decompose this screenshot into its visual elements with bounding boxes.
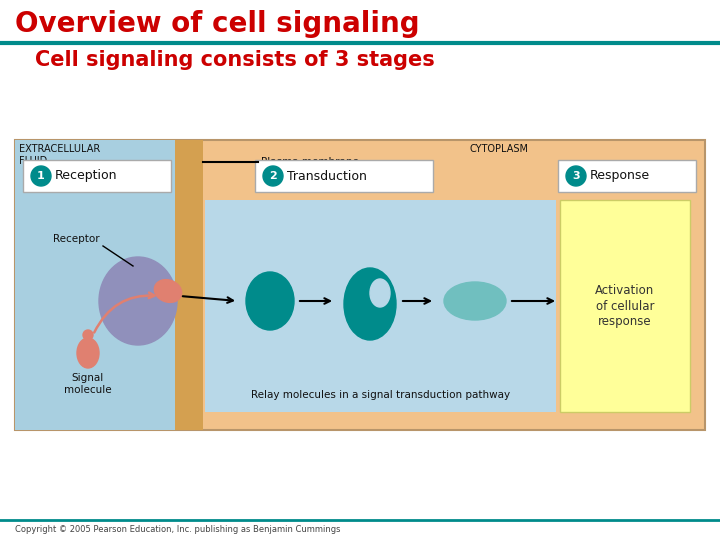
Text: EXTRACELLULAR
FLUID: EXTRACELLULAR FLUID [19, 144, 100, 166]
FancyBboxPatch shape [15, 140, 183, 430]
Text: Signal
molecule: Signal molecule [64, 373, 112, 395]
Ellipse shape [370, 279, 390, 307]
Text: Response: Response [590, 170, 650, 183]
Ellipse shape [444, 282, 506, 320]
Ellipse shape [344, 268, 396, 340]
Ellipse shape [83, 330, 93, 340]
Text: Relay molecules in a signal transduction pathway: Relay molecules in a signal transduction… [251, 390, 510, 400]
Text: Plasma membrane: Plasma membrane [261, 157, 359, 167]
Text: Reception: Reception [55, 170, 117, 183]
Circle shape [566, 166, 586, 186]
FancyBboxPatch shape [175, 140, 203, 430]
Text: 1: 1 [37, 171, 45, 181]
Circle shape [263, 166, 283, 186]
Text: Overview of cell signaling: Overview of cell signaling [15, 10, 420, 38]
FancyBboxPatch shape [205, 200, 556, 412]
Circle shape [31, 166, 51, 186]
Text: Copyright © 2005 Pearson Education, Inc. publishing as Benjamin Cummings: Copyright © 2005 Pearson Education, Inc.… [15, 525, 341, 534]
Text: Receptor: Receptor [53, 234, 100, 244]
Ellipse shape [154, 280, 181, 302]
FancyBboxPatch shape [560, 200, 690, 412]
FancyBboxPatch shape [558, 160, 696, 192]
Text: CYTOPLASM: CYTOPLASM [470, 144, 529, 154]
Text: Cell signaling consists of 3 stages: Cell signaling consists of 3 stages [35, 50, 435, 70]
Text: Activation
of cellular
response: Activation of cellular response [595, 285, 654, 327]
Ellipse shape [99, 257, 177, 345]
Text: 3: 3 [572, 171, 580, 181]
Ellipse shape [246, 272, 294, 330]
FancyBboxPatch shape [23, 160, 171, 192]
FancyBboxPatch shape [15, 140, 705, 430]
FancyBboxPatch shape [255, 160, 433, 192]
Text: Transduction: Transduction [287, 170, 367, 183]
Text: 2: 2 [269, 171, 277, 181]
Ellipse shape [77, 338, 99, 368]
